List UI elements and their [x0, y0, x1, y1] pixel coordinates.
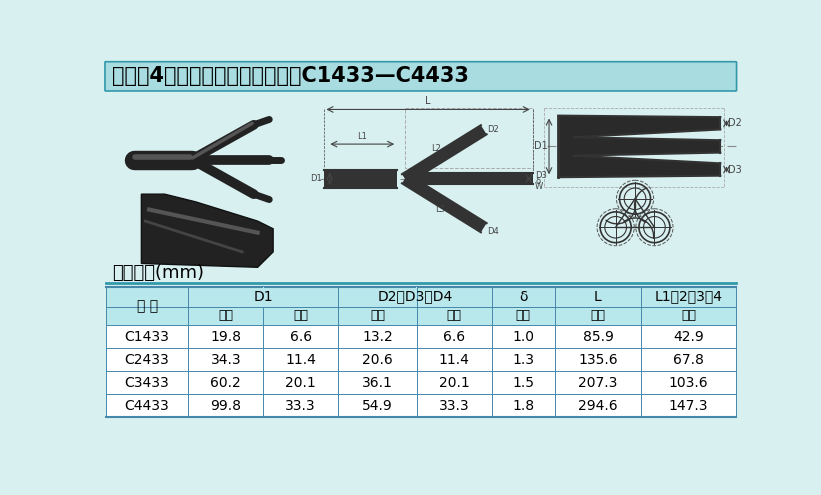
Text: 件 号: 件 号: [136, 299, 158, 313]
Text: C1433: C1433: [125, 330, 169, 344]
Text: 6.6: 6.6: [290, 330, 312, 344]
Text: C4433: C4433: [125, 399, 169, 413]
Bar: [413, 173, 533, 184]
Polygon shape: [558, 116, 720, 177]
Text: 20.1: 20.1: [439, 376, 470, 390]
Bar: [106, 92, 736, 283]
Text: L: L: [425, 96, 431, 105]
Text: 20.1: 20.1: [285, 376, 316, 390]
Bar: [106, 325, 736, 348]
Text: 67.8: 67.8: [673, 353, 704, 367]
Text: 缩后: 缩后: [293, 309, 308, 322]
Bar: [543, 97, 736, 287]
Text: 85.9: 85.9: [583, 330, 613, 344]
Text: δ: δ: [535, 177, 540, 186]
Text: L3: L3: [435, 205, 446, 214]
Text: 294.6: 294.6: [578, 399, 617, 413]
Text: 60.2: 60.2: [210, 376, 241, 390]
Text: 42.9: 42.9: [673, 330, 704, 344]
Text: 1.0: 1.0: [512, 330, 534, 344]
Bar: [106, 395, 736, 417]
Text: D1: D1: [534, 142, 548, 151]
Polygon shape: [141, 194, 273, 267]
Text: 36.1: 36.1: [362, 376, 393, 390]
Text: 柔软型4开口（一对三）分叉套：C1433—C4433: 柔软型4开口（一对三）分叉套：C1433—C4433: [112, 66, 469, 86]
Text: D4: D4: [488, 227, 499, 236]
Text: 1.3: 1.3: [512, 353, 534, 367]
Text: 1.5: 1.5: [512, 376, 534, 390]
Text: 缩前: 缩前: [218, 309, 233, 322]
Text: D2、D3、D4: D2、D3、D4: [377, 290, 452, 303]
Text: 207.3: 207.3: [578, 376, 617, 390]
Bar: [312, 97, 537, 281]
Text: 54.9: 54.9: [362, 399, 392, 413]
Text: 缩后: 缩后: [681, 309, 696, 322]
Bar: [106, 348, 736, 371]
Text: 33.3: 33.3: [286, 399, 316, 413]
Text: 33.3: 33.3: [439, 399, 470, 413]
Text: 1.8: 1.8: [512, 399, 534, 413]
Text: D1: D1: [254, 290, 273, 303]
Bar: [106, 371, 736, 395]
Text: C3433: C3433: [125, 376, 169, 390]
Text: C2433: C2433: [125, 353, 169, 367]
Text: 147.3: 147.3: [669, 399, 709, 413]
Text: L1: L1: [357, 132, 367, 141]
Text: 11.4: 11.4: [285, 353, 316, 367]
Text: 尺寸表：(mm): 尺寸表：(mm): [112, 264, 204, 283]
Text: L: L: [594, 290, 602, 303]
Text: D2: D2: [728, 118, 742, 128]
Text: D2: D2: [488, 125, 499, 134]
Bar: [106, 306, 736, 325]
Text: 103.6: 103.6: [669, 376, 709, 390]
Text: 缩后: 缩后: [590, 309, 605, 322]
Text: 缩前: 缩前: [370, 309, 385, 322]
Text: 13.2: 13.2: [362, 330, 392, 344]
Polygon shape: [402, 125, 487, 183]
Text: L2: L2: [432, 144, 442, 152]
Bar: [106, 287, 189, 325]
Text: 11.4: 11.4: [438, 353, 470, 367]
Text: 34.3: 34.3: [210, 353, 241, 367]
Text: 99.8: 99.8: [210, 399, 241, 413]
Text: 19.8: 19.8: [210, 330, 241, 344]
Text: 20.6: 20.6: [362, 353, 392, 367]
Text: D1: D1: [310, 174, 322, 183]
Text: 6.6: 6.6: [443, 330, 466, 344]
Text: 缩前: 缩前: [516, 309, 530, 322]
Text: δ: δ: [519, 290, 527, 303]
Text: D3: D3: [535, 171, 547, 180]
Bar: [106, 287, 736, 306]
FancyBboxPatch shape: [105, 62, 736, 91]
Text: L1、2、3、4: L1、2、3、4: [654, 290, 722, 303]
Text: 缩后: 缩后: [447, 309, 461, 322]
Text: 135.6: 135.6: [578, 353, 617, 367]
Bar: [323, 169, 397, 188]
Polygon shape: [402, 174, 487, 232]
Text: D3: D3: [728, 164, 742, 175]
Text: W: W: [535, 182, 544, 191]
